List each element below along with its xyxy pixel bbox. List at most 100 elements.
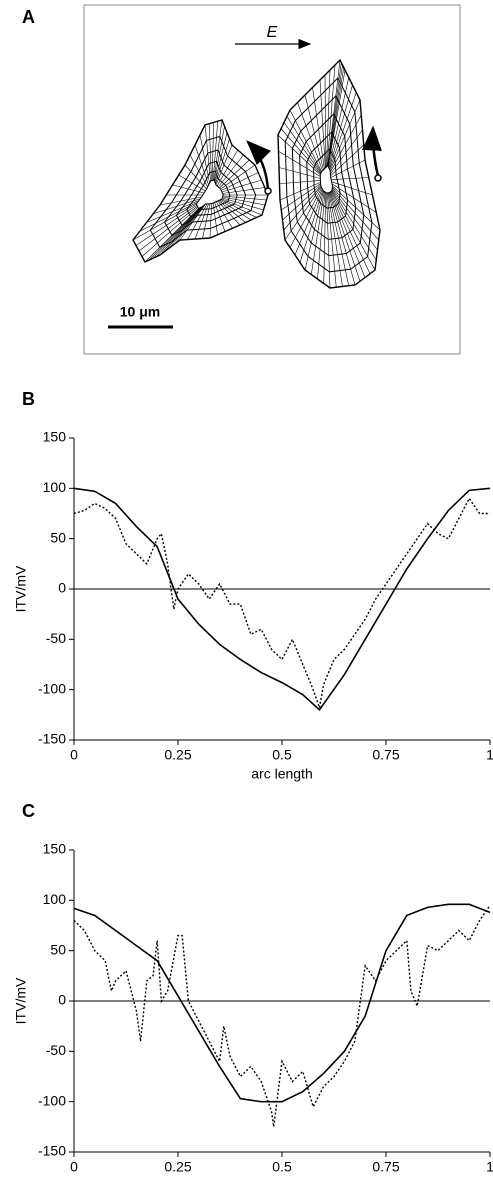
cell-mesh bbox=[152, 207, 201, 259]
cell-mesh bbox=[327, 192, 343, 287]
cell-mesh bbox=[194, 144, 209, 186]
cell-mesh bbox=[331, 190, 376, 271]
cell-mesh bbox=[280, 128, 321, 175]
cell-mesh bbox=[141, 207, 199, 257]
cell-mesh bbox=[327, 67, 345, 167]
cell-mesh bbox=[326, 69, 331, 167]
scale-bar-label: 10 μm bbox=[120, 304, 160, 320]
arrow-origin bbox=[264, 187, 272, 195]
y-tick-label: -50 bbox=[46, 1042, 66, 1058]
cell-mesh bbox=[331, 188, 378, 251]
cell-mesh bbox=[326, 192, 331, 289]
cell-mesh bbox=[330, 144, 364, 177]
cell-mesh bbox=[164, 206, 203, 252]
cell-mesh bbox=[138, 205, 198, 252]
cell-mesh bbox=[324, 74, 327, 168]
cell-mesh bbox=[222, 197, 264, 211]
y-tick-label: 50 bbox=[50, 529, 66, 545]
cell-mesh bbox=[214, 132, 228, 183]
cell-mesh bbox=[218, 154, 244, 188]
cell-mesh bbox=[215, 138, 230, 184]
y-tick-label: 0 bbox=[58, 992, 66, 1008]
cell-mesh bbox=[319, 79, 326, 169]
cell-mesh bbox=[212, 121, 219, 181]
x-tick-label: 1 bbox=[486, 747, 493, 763]
cell-mesh bbox=[179, 203, 206, 241]
panel-label: C bbox=[22, 801, 35, 821]
cell-mesh bbox=[159, 206, 202, 256]
cell-mesh bbox=[330, 191, 366, 278]
y-tick-label: 100 bbox=[43, 891, 67, 907]
y-tick-label: 0 bbox=[58, 580, 66, 596]
cell-mesh bbox=[304, 190, 324, 271]
cell-mesh bbox=[221, 198, 263, 216]
cell-mesh bbox=[329, 192, 361, 282]
cell-mesh bbox=[222, 196, 266, 206]
cell-mesh bbox=[327, 59, 341, 166]
panel-frame bbox=[83, 4, 461, 355]
cell-mesh bbox=[216, 149, 239, 187]
cell-mesh bbox=[331, 177, 369, 180]
cell-mesh bbox=[148, 207, 200, 261]
cell-mesh bbox=[199, 134, 210, 184]
cell-mesh bbox=[219, 159, 250, 189]
cell-mesh bbox=[187, 203, 208, 240]
rotation-arrow bbox=[246, 140, 271, 191]
cells bbox=[132, 58, 381, 289]
cell-mesh bbox=[297, 102, 323, 171]
data-line bbox=[73, 487, 491, 711]
cell-mesh bbox=[329, 92, 357, 170]
cell-mesh bbox=[169, 205, 204, 248]
cell-mesh bbox=[144, 208, 199, 263]
cell-mesh bbox=[215, 144, 233, 186]
cell-mesh bbox=[317, 191, 326, 280]
cell-mesh bbox=[184, 164, 207, 190]
cell-mesh bbox=[299, 189, 324, 263]
y-tick-label: 150 bbox=[43, 429, 67, 445]
x-tick-label: 0 bbox=[70, 1159, 78, 1175]
cell-mesh bbox=[332, 185, 381, 231]
data-line bbox=[73, 903, 491, 1103]
cell-mesh bbox=[331, 181, 373, 196]
rotation-arrow bbox=[361, 125, 382, 177]
cell-mesh bbox=[146, 200, 200, 223]
cell-mesh bbox=[327, 69, 346, 167]
x-tick-label: 0 bbox=[70, 747, 78, 763]
cell-mesh bbox=[331, 191, 371, 274]
field-label: E bbox=[267, 24, 278, 41]
cell-mesh bbox=[220, 164, 256, 190]
cell-mesh bbox=[204, 124, 211, 182]
cell-mesh bbox=[159, 196, 202, 206]
cell-mesh bbox=[327, 62, 342, 166]
x-tick-label: 0.75 bbox=[372, 747, 399, 763]
cell-mesh bbox=[327, 64, 343, 167]
cell-mesh bbox=[331, 189, 377, 261]
y-tick-label: 50 bbox=[50, 941, 66, 957]
cell-mesh bbox=[215, 201, 233, 229]
cell-mesh bbox=[132, 203, 197, 241]
arrow-origin bbox=[374, 174, 382, 182]
cell-mesh bbox=[284, 187, 322, 241]
cell-mesh bbox=[208, 123, 212, 181]
cell-mesh bbox=[222, 187, 265, 194]
cell-mesh bbox=[326, 192, 337, 288]
cell-mesh bbox=[189, 154, 208, 188]
data-line bbox=[73, 904, 491, 1127]
y-tick-label: -100 bbox=[38, 680, 66, 696]
cell-mesh bbox=[194, 203, 209, 240]
x-axis-label: arc length bbox=[251, 766, 312, 782]
cell-mesh bbox=[221, 172, 259, 191]
cell-mesh bbox=[294, 188, 323, 256]
cell-mesh bbox=[289, 109, 322, 172]
cell-mesh bbox=[289, 187, 322, 248]
cell-mesh bbox=[326, 64, 336, 167]
cell-mesh bbox=[310, 191, 325, 275]
x-tick-label: 0.75 bbox=[372, 1159, 399, 1175]
cell-mesh bbox=[153, 198, 201, 215]
cell-mesh bbox=[328, 192, 350, 286]
x-axis-label: arc length bbox=[251, 1178, 312, 1180]
cell-mesh bbox=[209, 203, 212, 239]
cell-mesh bbox=[174, 204, 205, 244]
